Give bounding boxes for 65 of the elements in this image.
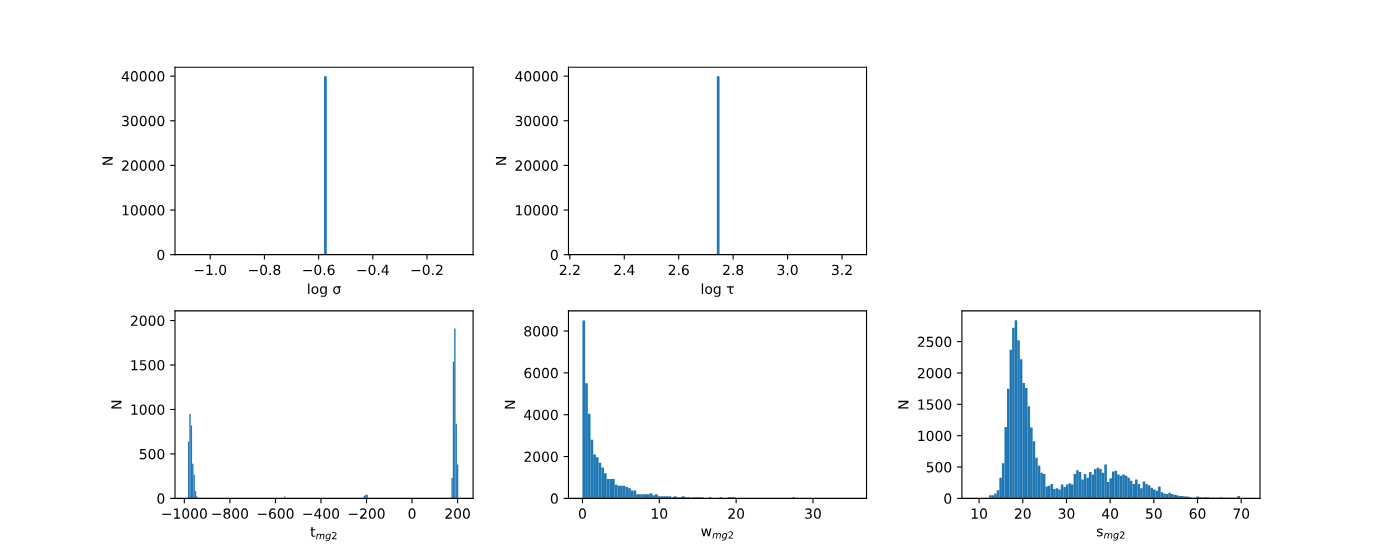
x-tick-label: 10 <box>651 508 668 519</box>
y-tick-label: 10000 <box>122 205 165 216</box>
y-tick-label: 0 <box>157 493 165 504</box>
y-tick-label: 40000 <box>515 71 558 82</box>
y-tick-label: 1500 <box>918 399 952 410</box>
y-tick-label: 1500 <box>131 359 165 371</box>
y-tick-label: 500 <box>926 462 952 473</box>
x-tick-label: −0.2 <box>411 264 443 276</box>
x-tick-label: 0 <box>578 508 586 519</box>
x-tick-label: −0.6 <box>303 264 335 276</box>
x-axis-title: log σ <box>308 283 341 297</box>
x-tick-label: 60 <box>1189 508 1206 519</box>
x-tick-label: −1000 <box>162 508 207 519</box>
x-tick-label: 0 <box>408 508 416 519</box>
x-tick-label: 50 <box>1146 508 1162 519</box>
y-tick-label: 1000 <box>918 430 952 442</box>
x-tick-label: 3.0 <box>777 264 798 276</box>
y-axis-title: N <box>504 400 515 409</box>
y-axis-title: N <box>102 157 113 165</box>
y-axis-title: N <box>898 400 909 409</box>
x-axis-title: t$_{mg2}$ <box>310 527 337 542</box>
y-tick-label: 20000 <box>515 160 558 171</box>
y-tick-label: 4000 <box>524 409 558 421</box>
y-tick-label: 1000 <box>131 404 165 415</box>
y-tick-label: 2500 <box>917 336 952 348</box>
x-tick-label: 20 <box>728 508 745 519</box>
y-tick-label: 2000 <box>524 451 558 463</box>
x-axis-title: w$_{mg2}$ <box>701 528 733 541</box>
y-axis-title: N <box>111 400 122 409</box>
y-axis-title: N <box>495 157 507 165</box>
y-tick-label: 2000 <box>917 367 952 379</box>
x-tick-label: 70 <box>1233 508 1250 519</box>
x-tick-label: 2.2 <box>559 264 580 275</box>
x-tick-label: −1.0 <box>194 264 227 276</box>
y-tick-label: 30000 <box>122 115 165 127</box>
y-tick-label: 10000 <box>516 205 558 216</box>
y-tick-label: 500 <box>139 448 165 460</box>
x-tick-label: −200 <box>348 508 385 519</box>
x-tick-label: 2.8 <box>723 264 744 276</box>
x-tick-label: 30 <box>805 508 821 519</box>
y-tick-label: 0 <box>944 493 952 504</box>
x-tick-label: −600 <box>257 508 294 519</box>
x-axis-title: s$_{mg2}$ <box>1096 528 1125 541</box>
x-tick-label: −400 <box>303 508 340 519</box>
x-tick-label: 200 <box>445 508 470 519</box>
y-tick-label: 0 <box>550 493 558 504</box>
x-tick-label: 2.4 <box>614 264 635 275</box>
y-tick-label: 8000 <box>524 326 558 337</box>
x-tick-label: −0.8 <box>249 264 281 276</box>
y-tick-label: 20000 <box>122 160 165 171</box>
y-tick-label: 2000 <box>130 315 165 326</box>
y-tick-label: 30000 <box>515 115 558 127</box>
x-tick-label: 10 <box>971 508 988 519</box>
y-tick-label: 40000 <box>121 71 165 82</box>
x-tick-label: 3.2 <box>832 264 852 276</box>
x-axis-title: log τ <box>701 283 734 297</box>
y-tick-label: 0 <box>157 249 165 261</box>
x-tick-label: 20 <box>1014 508 1031 519</box>
x-tick-label: 30 <box>1058 508 1075 519</box>
x-tick-label: −0.4 <box>357 264 389 276</box>
y-tick-label: 6000 <box>524 367 558 379</box>
x-tick-label: 2.6 <box>668 264 689 276</box>
x-tick-label: −800 <box>212 508 249 519</box>
y-tick-label: 0 <box>550 249 558 261</box>
x-tick-label: 40 <box>1102 508 1119 519</box>
